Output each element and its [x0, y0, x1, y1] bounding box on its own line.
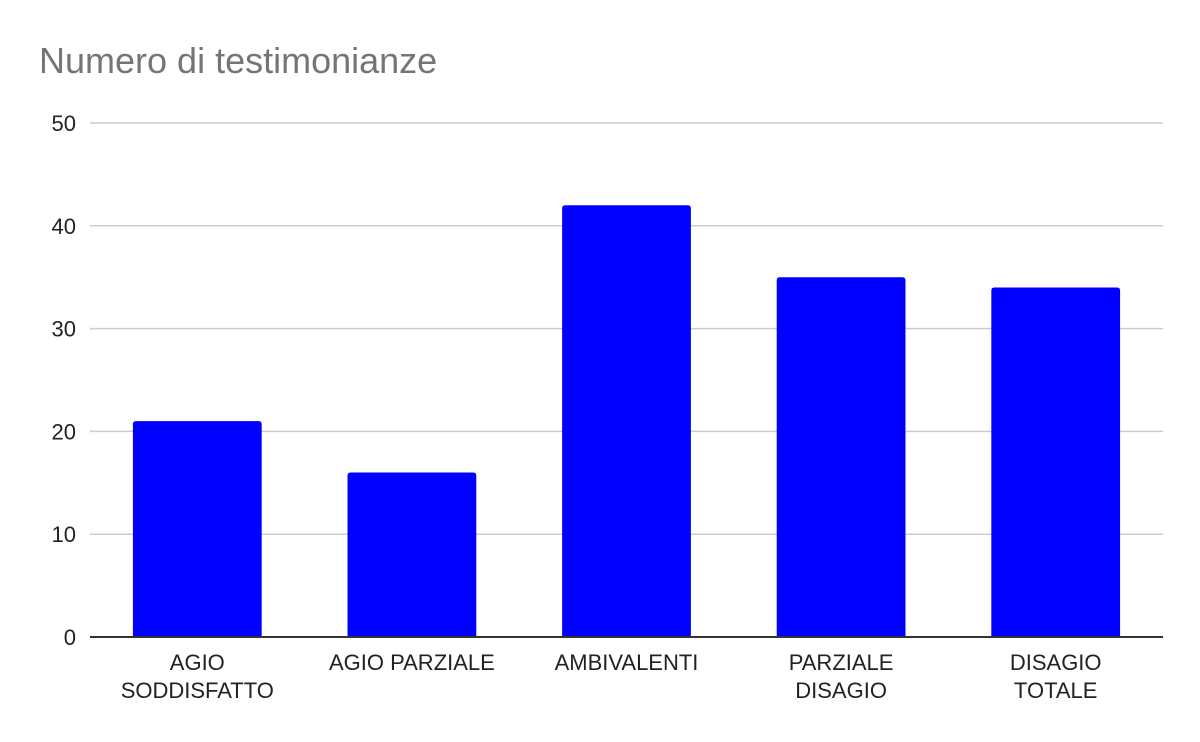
y-tick-label: 0 — [64, 625, 76, 650]
x-category-label: DISAGIO TOTALE — [1010, 650, 1102, 703]
x-category-label-line: DISAGIO — [795, 678, 887, 703]
bar — [991, 287, 1121, 637]
y-tick-label: 20 — [52, 419, 76, 444]
y-tick-label: 30 — [52, 317, 76, 342]
bar — [132, 421, 262, 637]
bar — [562, 205, 691, 638]
x-category-label: AMBIVALENTI — [555, 650, 699, 675]
x-category-label-line: DISAGIO — [1010, 650, 1102, 675]
x-category-label-line: SODDISFATTO — [121, 678, 274, 703]
y-axis-tick-labels: 0 10 20 30 40 50 — [52, 111, 76, 650]
x-category-label-line: TOTALE — [1014, 678, 1098, 703]
x-category-label-line: PARZIALE — [789, 650, 894, 675]
x-axis-category-labels: AGIO SODDISFATTO AGIO PARZIALE AMBIVALENTI P… — [121, 650, 1102, 703]
x-category-label-line: AMBIVALENTI — [555, 650, 699, 675]
bars — [132, 205, 1121, 638]
x-category-label: PARZIALE DISAGIO — [789, 650, 894, 703]
x-category-label: AGIO PARZIALE — [329, 650, 495, 675]
y-tick-label: 10 — [52, 522, 76, 547]
x-category-label: AGIO SODDISFATTO — [121, 650, 274, 703]
x-category-label-line: AGIO PARZIALE — [329, 650, 495, 675]
chart-title: Numero di testimonianze — [39, 40, 438, 81]
y-tick-label: 40 — [52, 214, 76, 239]
bar — [347, 472, 477, 637]
y-tick-label: 50 — [52, 111, 76, 136]
x-category-label-line: AGIO — [170, 650, 225, 675]
bar — [776, 277, 906, 637]
